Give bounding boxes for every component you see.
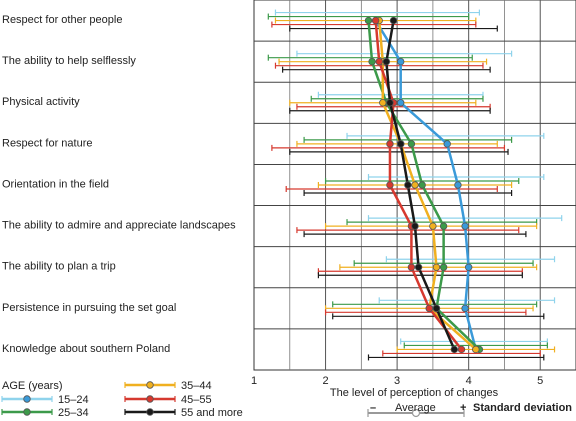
error-bar-key: – Average + Standard deviation	[367, 402, 572, 418]
data-point	[364, 16, 373, 25]
key-marker	[411, 408, 421, 418]
data-point	[375, 57, 383, 66]
data-point	[371, 16, 380, 25]
legend-label: 55 and more	[181, 407, 243, 419]
data-point	[407, 140, 416, 148]
data-point	[386, 140, 394, 148]
legend-label: 25–34	[58, 407, 89, 419]
x-tick-label: 4	[466, 375, 472, 387]
category-label: The ability to help selflessly	[2, 55, 136, 67]
x-tick-labels: 1 2 3 4 5	[251, 375, 543, 387]
data-point	[379, 99, 387, 107]
data-point	[386, 99, 394, 107]
x-tick-label: 5	[537, 375, 543, 387]
data-point	[425, 304, 434, 313]
data-point	[450, 345, 459, 354]
x-tick-label: 1	[251, 375, 257, 387]
data-point	[414, 263, 423, 271]
data-point	[396, 140, 405, 148]
category-label: Orientation in the field	[2, 178, 109, 190]
category-label: Respect for other people	[2, 14, 122, 26]
error-bars	[267, 9, 563, 361]
data-point	[382, 57, 391, 66]
data-points	[364, 16, 484, 354]
data-point	[407, 263, 416, 271]
category-label: Physical activity	[2, 96, 80, 108]
data-point	[404, 181, 412, 189]
data-point	[368, 57, 376, 66]
legend-marker	[146, 408, 154, 416]
legend-label: 35–44	[181, 380, 212, 392]
category-label: The ability to admire and appreciate lan…	[2, 220, 236, 232]
legend-label: 15–24	[58, 394, 89, 406]
data-point	[411, 222, 419, 230]
category-label: Persistence in pursuing the set goal	[2, 302, 176, 314]
data-point	[386, 181, 394, 189]
data-point	[432, 304, 441, 313]
data-point	[439, 222, 448, 230]
category-label: Knowledge about southern Poland	[2, 343, 170, 355]
legend-title: AGE (years)	[2, 380, 63, 392]
data-point	[429, 222, 437, 230]
legend-label: 45–55	[181, 394, 212, 406]
data-point	[411, 181, 419, 189]
category-label: Respect for nature	[2, 137, 93, 149]
data-point	[461, 222, 469, 230]
legend-marker	[146, 395, 154, 403]
category-label: The ability to plan a trip	[2, 261, 116, 273]
legend-marker	[23, 395, 31, 403]
plot-frame	[253, 0, 576, 371]
data-point	[457, 345, 466, 354]
key-plus: +	[460, 402, 466, 414]
key-minus: –	[370, 402, 376, 414]
key-sd-label: Standard deviation	[473, 402, 572, 414]
data-point	[432, 263, 441, 271]
data-point	[396, 99, 405, 107]
key-average-label: Average	[395, 402, 436, 414]
data-point	[389, 16, 398, 25]
x-tick-label: 2	[322, 375, 328, 387]
data-point	[461, 304, 469, 313]
data-point	[439, 263, 448, 271]
x-axis-title: The level of perception of changes	[330, 387, 499, 399]
data-point	[443, 140, 451, 148]
legend-marker	[23, 408, 31, 416]
x-tick-label: 3	[394, 375, 400, 387]
data-point	[454, 181, 462, 189]
data-point	[472, 345, 480, 354]
legend-marker	[146, 381, 154, 389]
data-point	[418, 181, 426, 189]
data-point	[396, 57, 405, 66]
data-point	[464, 263, 473, 271]
category-labels: Respect for other people The ability to h…	[2, 14, 236, 355]
